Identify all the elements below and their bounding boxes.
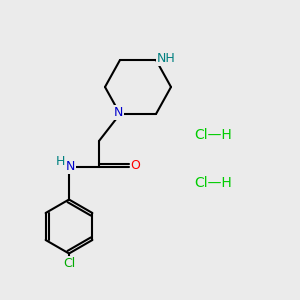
Text: Cl—H: Cl—H xyxy=(194,176,232,190)
Text: O: O xyxy=(131,159,140,172)
Text: H: H xyxy=(56,154,65,168)
Text: NH: NH xyxy=(157,52,176,65)
Text: N: N xyxy=(66,160,75,173)
Text: Cl—H: Cl—H xyxy=(194,128,232,142)
Text: Cl: Cl xyxy=(63,256,75,270)
Text: N: N xyxy=(114,106,123,119)
